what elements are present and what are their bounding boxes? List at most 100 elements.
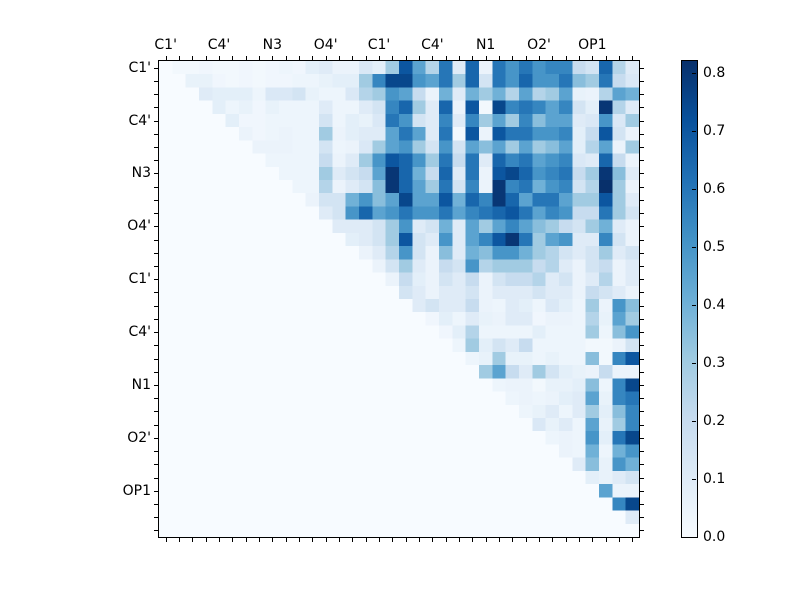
x-tick-mark [485, 56, 487, 60]
y-tick-mark [640, 213, 644, 215]
x-tick-mark [165, 56, 167, 60]
x-tick-mark [472, 538, 474, 542]
y-tick-label: OP1 [122, 482, 151, 499]
x-tick-mark [405, 538, 407, 542]
y-tick-mark [640, 384, 644, 386]
x-tick-mark [525, 538, 527, 542]
x-tick-mark [352, 538, 354, 542]
colorbar-tick-label: 0.1 [703, 470, 726, 487]
y-tick-mark [640, 332, 644, 334]
x-tick-mark [272, 56, 274, 60]
x-tick-mark [419, 538, 420, 542]
colorbar [681, 60, 698, 538]
colorbar-tick-mark [692, 188, 696, 190]
x-tick-mark [245, 56, 247, 60]
colorbar-tick-label: 0.8 [703, 64, 726, 81]
x-tick-label: C1' [154, 37, 177, 53]
y-tick-mark [640, 186, 644, 188]
colorbar-tick-label: 0.2 [703, 412, 726, 429]
y-tick-mark [154, 332, 158, 334]
colorbar-tick-mark [692, 478, 696, 480]
y-tick-mark [154, 252, 158, 254]
y-tick-mark [154, 146, 158, 148]
x-tick-mark [285, 56, 287, 60]
colorbar-tick-label: 0.5 [703, 238, 726, 255]
y-tick-mark [154, 345, 158, 347]
colorbar-tick-label: 0.4 [703, 296, 726, 313]
y-tick-mark [154, 305, 158, 307]
x-tick-mark [579, 56, 580, 60]
y-tick-mark [640, 305, 644, 307]
y-tick-mark [154, 239, 158, 241]
x-tick-mark [312, 538, 314, 542]
x-tick-mark [392, 538, 394, 542]
y-tick-label: O2' [127, 429, 151, 446]
y-tick-mark [154, 424, 158, 426]
x-tick-mark [379, 538, 380, 542]
x-tick-mark [525, 56, 527, 60]
y-tick-label: C4' [128, 112, 151, 129]
y-tick-mark [154, 503, 158, 505]
x-tick-mark [179, 56, 180, 60]
y-tick-mark [154, 80, 158, 82]
x-tick-mark [432, 56, 434, 60]
y-tick-mark [154, 279, 158, 281]
y-tick-mark [154, 292, 158, 294]
x-tick-mark [365, 538, 367, 542]
x-tick-mark [205, 538, 207, 542]
y-tick-mark [154, 265, 158, 267]
colorbar-tick-mark [692, 362, 696, 364]
x-tick-mark [499, 56, 500, 60]
colorbar-tick-label: 0.6 [703, 180, 726, 197]
y-tick-mark [640, 80, 644, 82]
y-tick-mark [640, 318, 644, 320]
y-tick-mark [640, 199, 644, 201]
x-tick-mark [192, 56, 194, 60]
y-tick-label: C1' [128, 271, 151, 288]
x-tick-mark [552, 56, 554, 60]
y-tick-mark [640, 424, 644, 426]
x-tick-mark [325, 56, 327, 60]
y-tick-mark [154, 437, 158, 439]
x-tick-mark [619, 56, 620, 60]
x-tick-mark [219, 538, 220, 542]
y-tick-mark [640, 503, 644, 505]
y-tick-label: C4' [128, 324, 151, 341]
y-tick-mark [154, 107, 158, 109]
x-tick-label: OP1 [578, 37, 607, 53]
y-tick-mark [154, 411, 158, 413]
y-tick-mark [640, 292, 644, 294]
y-tick-mark [640, 371, 644, 373]
colorbar-tick-label: 0.0 [703, 529, 726, 545]
y-tick-mark [640, 464, 644, 466]
y-tick-mark [640, 173, 644, 175]
y-tick-mark [154, 517, 158, 519]
y-tick-mark [640, 530, 644, 532]
y-tick-mark [640, 160, 644, 162]
x-tick-mark [392, 56, 394, 60]
x-tick-mark [619, 538, 620, 542]
y-tick-mark [640, 477, 644, 479]
y-tick-mark [154, 94, 158, 96]
y-tick-mark [154, 358, 158, 360]
y-tick-mark [640, 265, 644, 267]
y-tick-mark [640, 226, 644, 228]
colorbar-tick-mark [692, 420, 696, 422]
x-tick-mark [605, 56, 607, 60]
y-tick-mark [154, 186, 158, 188]
x-tick-mark [179, 538, 180, 542]
x-tick-mark [192, 538, 194, 542]
x-tick-mark [339, 538, 340, 542]
y-tick-label: C1' [128, 59, 151, 76]
y-tick-mark [640, 345, 644, 347]
x-tick-mark [632, 538, 634, 542]
y-tick-mark [154, 67, 158, 69]
x-tick-mark [472, 56, 474, 60]
x-tick-mark [352, 56, 354, 60]
x-tick-label: C4' [207, 37, 231, 53]
x-tick-mark [325, 538, 327, 542]
x-tick-mark [459, 56, 460, 60]
colorbar-tick-label: 0.3 [703, 354, 726, 371]
y-tick-mark [154, 398, 158, 400]
